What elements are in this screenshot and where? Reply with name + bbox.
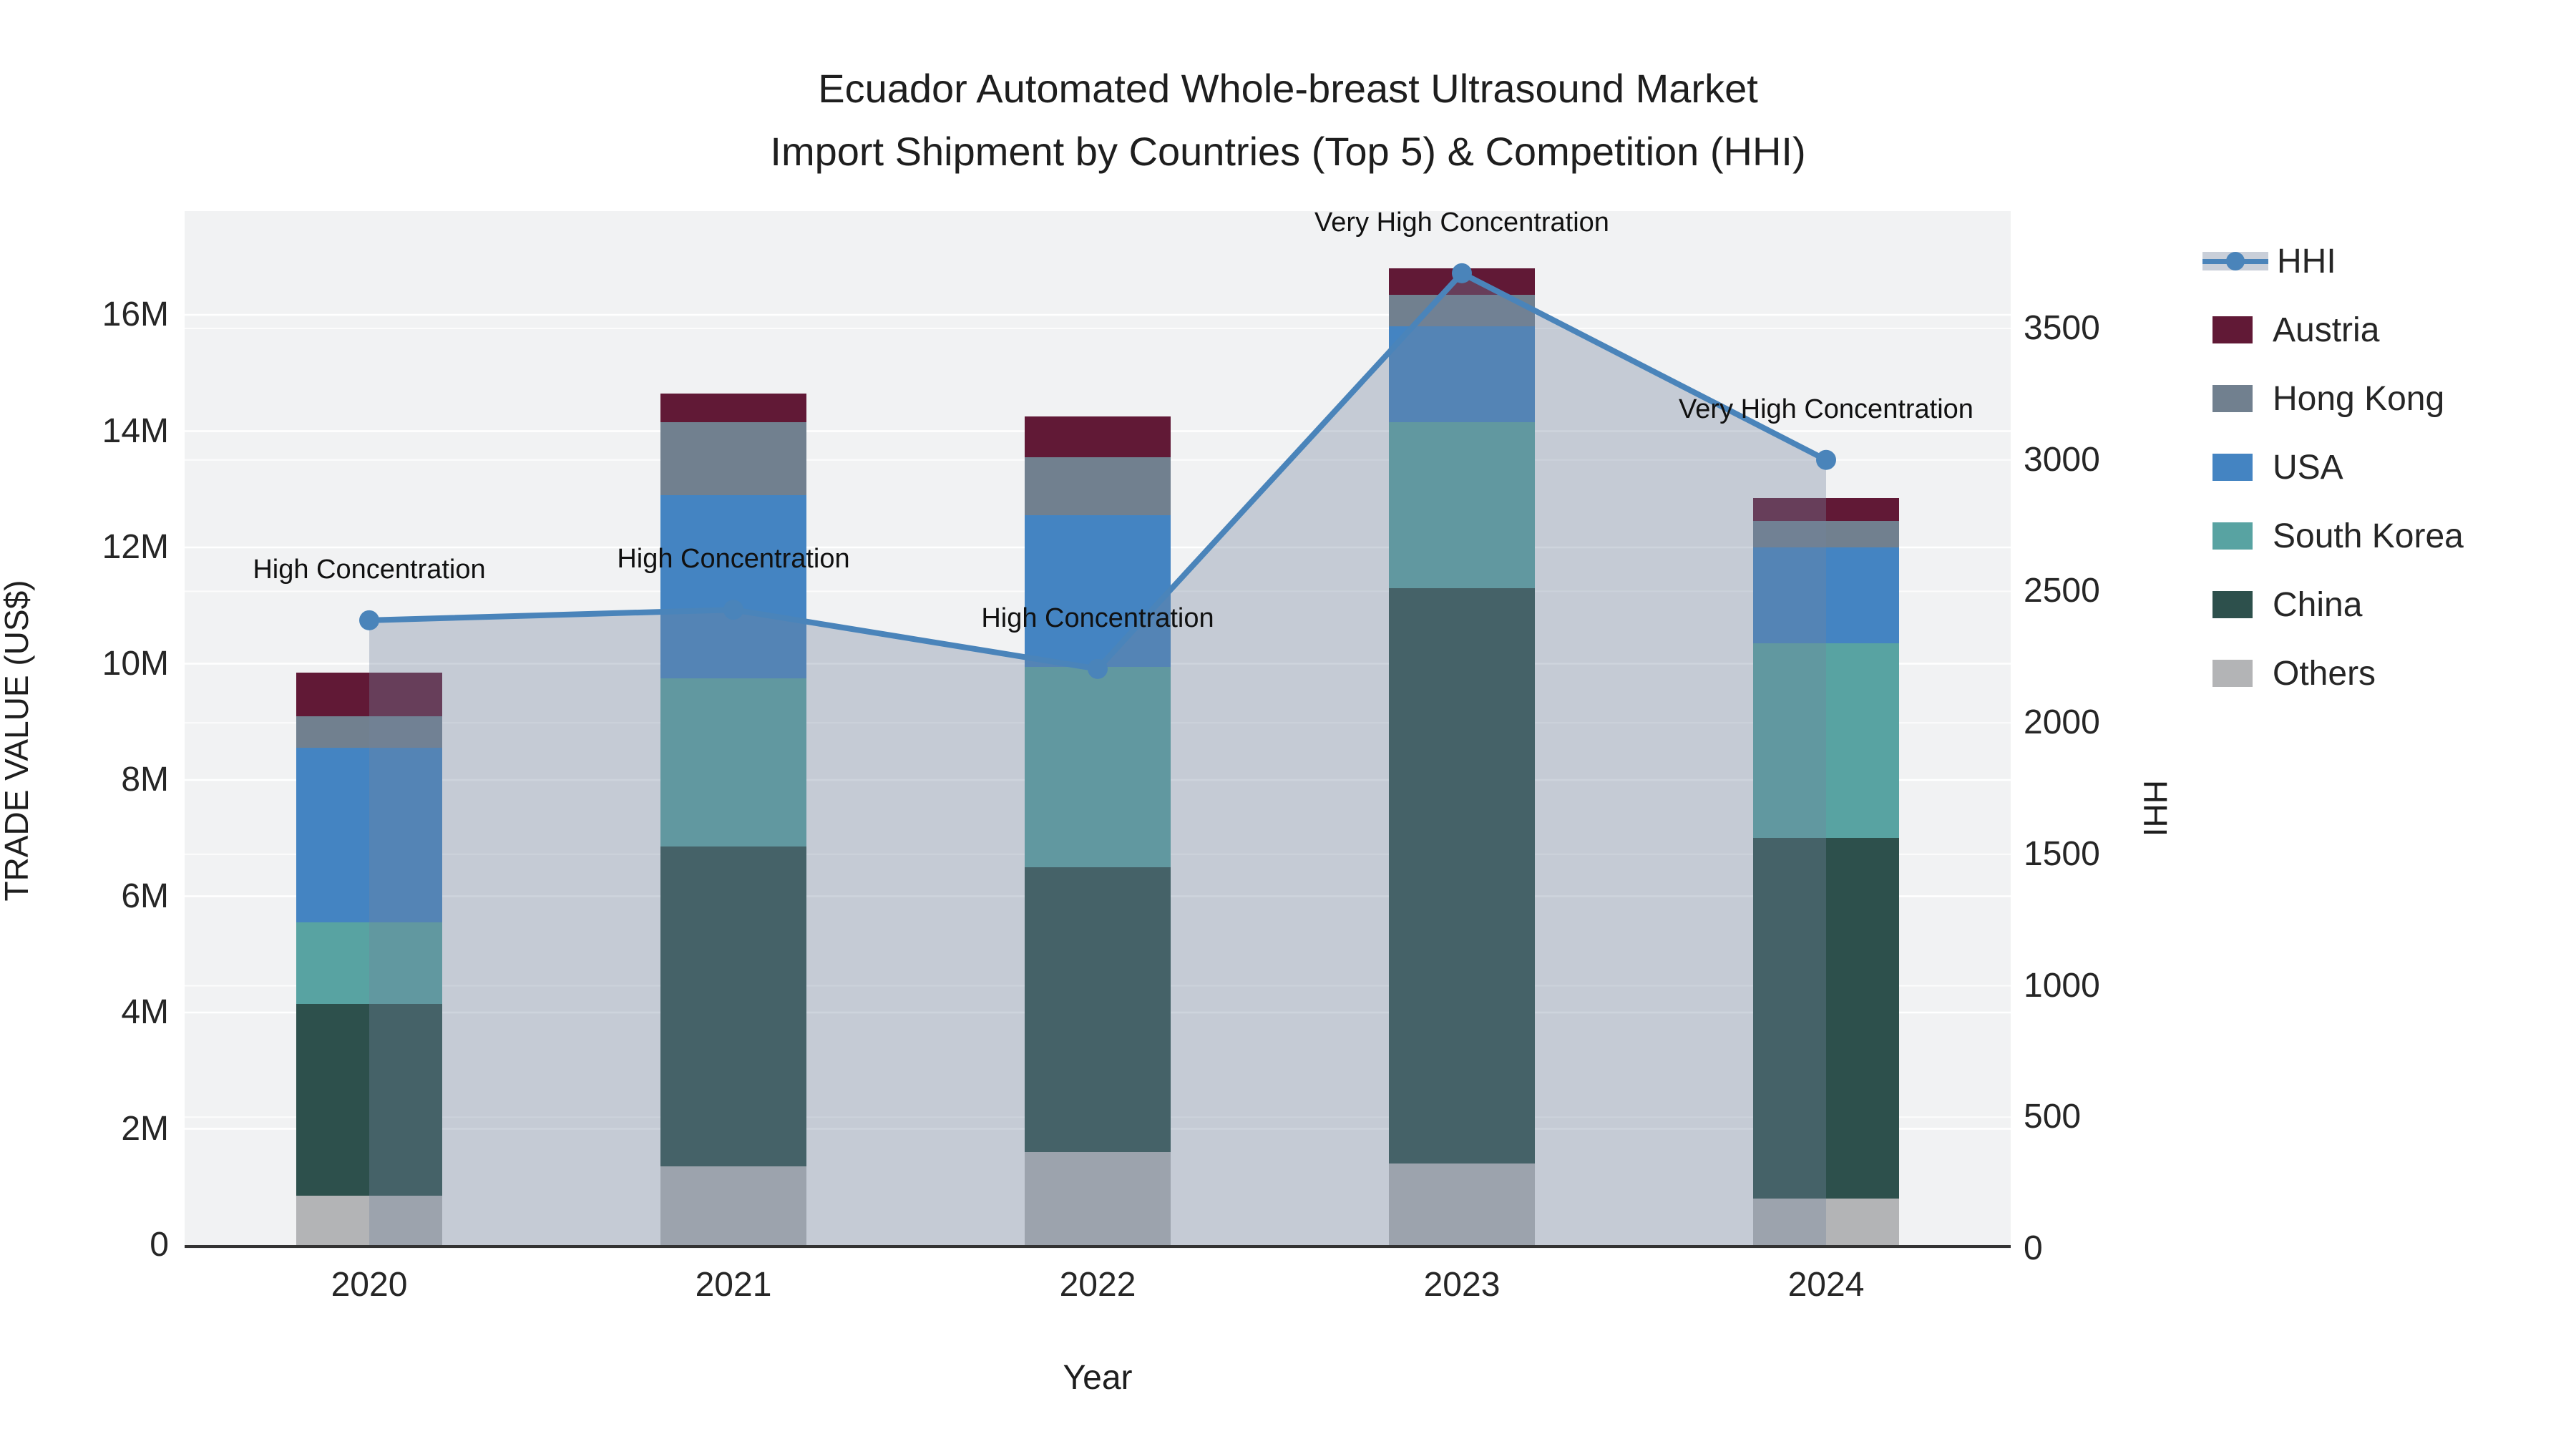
y-left-tick-14M: 14M [102, 411, 169, 450]
bar-segment-south-korea-2022[interactable] [1025, 666, 1171, 867]
bar-segment-hong-kong-2021[interactable] [660, 422, 806, 495]
legend-item-south-korea[interactable]: South Korea [2202, 511, 2464, 561]
hhi-point-2021[interactable] [723, 600, 743, 620]
hhi-point-2022[interactable] [1088, 658, 1108, 679]
y-right-tick-0: 0 [2024, 1229, 2043, 1267]
hhi-point-2020[interactable] [359, 610, 379, 630]
annotation-2023: Very High Concentration [1314, 207, 1609, 238]
legend-item-china[interactable]: China [2202, 580, 2362, 630]
legend-label: China [2273, 585, 2363, 624]
bar-segment-china-2024[interactable] [1753, 838, 1899, 1199]
x-tick-2024: 2024 [1787, 1266, 1865, 1304]
bar-segment-austria-2020[interactable] [296, 672, 442, 716]
legend-swatch-usa [2212, 454, 2253, 481]
bar-segment-south-korea-2021[interactable] [660, 678, 806, 847]
legend-swatch-hong-kong [2212, 385, 2253, 412]
legend-hhi-marker-dot [2226, 252, 2245, 270]
bar-segment-china-2022[interactable] [1025, 867, 1171, 1152]
annotation-2021: High Concentration [617, 544, 850, 575]
legend-swatch-south-korea [2212, 522, 2253, 550]
chart-title-line2: Import Shipment by Countries (Top 5) & C… [770, 129, 1806, 174]
y-left-tick-4M: 4M [121, 993, 169, 1031]
bar-segment-south-korea-2024[interactable] [1753, 643, 1899, 839]
bar-segment-others-2021[interactable] [660, 1166, 806, 1245]
legend-item-hhi[interactable]: HHI [2202, 236, 2336, 286]
y-left-tick-0: 0 [150, 1226, 169, 1264]
legend-swatch-austria [2212, 316, 2253, 343]
chart-title-line1: Ecuador Automated Whole-breast Ultrasoun… [818, 66, 1758, 111]
x-axis-title: Year [1063, 1359, 1133, 1397]
bar-segment-others-2024[interactable] [1753, 1199, 1899, 1245]
legend-item-usa[interactable]: USA [2202, 442, 2343, 492]
hhi-point-2023[interactable] [1452, 263, 1472, 283]
bar-segment-usa-2021[interactable] [660, 494, 806, 678]
bar-segment-usa-2023[interactable] [1389, 326, 1535, 423]
y-left-tick-10M: 10M [102, 644, 169, 683]
annotation-2022: High Concentration [981, 602, 1214, 633]
bar-segment-usa-2024[interactable] [1753, 547, 1899, 644]
bar-segment-china-2020[interactable] [296, 1003, 442, 1196]
bar-segment-austria-2022[interactable] [1025, 416, 1171, 458]
hhi-area-fill [369, 273, 1826, 1246]
legend-label: South Korea [2273, 517, 2464, 555]
bar-segment-usa-2022[interactable] [1025, 515, 1171, 667]
legend-label: HHI [2277, 242, 2336, 280]
bar-segment-others-2020[interactable] [296, 1195, 442, 1245]
bar-segment-others-2022[interactable] [1025, 1152, 1171, 1245]
legend-swatch-others [2212, 660, 2253, 687]
x-tick-2023: 2023 [1423, 1266, 1501, 1304]
bar-segment-hong-kong-2022[interactable] [1025, 457, 1171, 516]
bar-segment-hong-kong-2020[interactable] [296, 716, 442, 748]
bar-segment-austria-2021[interactable] [660, 393, 806, 423]
y-axis-left-title: TRADE VALUE (US$) [0, 580, 35, 902]
legend-label: Hong Kong [2273, 379, 2445, 418]
y-right-tick-1000: 1000 [2024, 966, 2100, 1005]
legend-label: Austria [2273, 311, 2380, 349]
legend-swatch-china [2212, 591, 2253, 618]
y-left-tick-12M: 12M [102, 528, 169, 566]
bar-segment-usa-2020[interactable] [296, 748, 442, 923]
legend-label: USA [2273, 448, 2343, 487]
y-axis-right-title: HHI [2137, 780, 2174, 837]
x-tick-2020: 2020 [331, 1266, 408, 1304]
x-tick-2022: 2022 [1059, 1266, 1136, 1304]
bar-segment-south-korea-2020[interactable] [296, 922, 442, 1004]
y-right-tick-500: 500 [2024, 1098, 2082, 1136]
bar-segment-hong-kong-2024[interactable] [1753, 521, 1899, 547]
legend-item-hong-kong[interactable]: Hong Kong [2202, 374, 2444, 424]
y-left-tick-2M: 2M [121, 1109, 169, 1148]
chart-title: Ecuador Automated Whole-breast Ultrasoun… [770, 57, 1805, 183]
legend-key-hhi-line [2202, 245, 2268, 277]
y-right-tick-3000: 3000 [2024, 440, 2100, 479]
x-tick-2021: 2021 [695, 1266, 772, 1304]
hhi-point-2024[interactable] [1816, 449, 1836, 470]
bar-segment-others-2023[interactable] [1389, 1163, 1535, 1245]
y-left-tick-6M: 6M [121, 877, 169, 915]
bar-segment-austria-2024[interactable] [1753, 497, 1899, 522]
annotation-2024: Very High Concentration [1679, 394, 1974, 424]
bar-segment-china-2023[interactable] [1389, 587, 1535, 1164]
y-right-tick-2000: 2000 [2024, 703, 2100, 742]
annotation-2020: High Concentration [253, 554, 486, 585]
y-left-tick-8M: 8M [121, 761, 169, 799]
bar-segment-china-2021[interactable] [660, 847, 806, 1167]
y-left-tick-16M: 16M [102, 296, 169, 333]
y-right-tick-2500: 2500 [2024, 572, 2100, 610]
y-right-tick-3500: 3500 [2024, 309, 2100, 347]
bar-segment-south-korea-2023[interactable] [1389, 422, 1535, 588]
legend-label: Others [2273, 654, 2376, 693]
legend-item-austria[interactable]: Austria [2202, 305, 2379, 355]
legend-item-others[interactable]: Others [2202, 648, 2376, 698]
y-right-tick-1500: 1500 [2024, 834, 2100, 873]
